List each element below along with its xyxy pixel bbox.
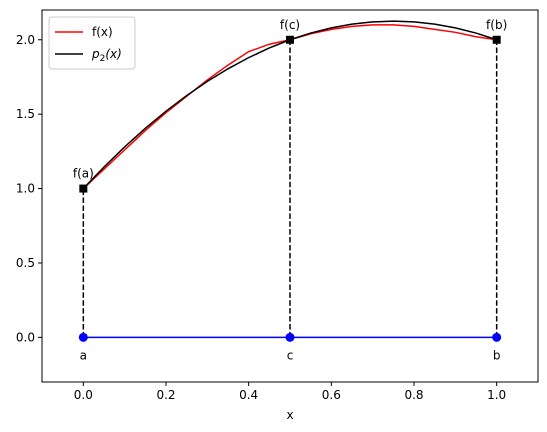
x-tick-label-4: 0.8 — [404, 388, 423, 402]
base-marker-b — [492, 332, 502, 342]
legend-label-fx: f(x) — [92, 25, 113, 39]
legend: f(x) p2(x) — [48, 16, 136, 70]
node-marker-c — [286, 35, 294, 44]
node-label-b: f(b) — [486, 18, 507, 32]
x-tick-label-1: 0.2 — [156, 388, 175, 402]
node-label-c: f(c) — [280, 18, 300, 32]
legend-box — [48, 16, 136, 70]
y-tick-label-1: 0.5 — [16, 256, 35, 270]
axes-frame — [41, 9, 539, 383]
legend-label-p2-rest: (x) — [105, 47, 121, 61]
x-tick-label-5: 1.0 — [487, 388, 506, 402]
base-label-a: a — [80, 348, 87, 362]
node-label-a: f(a) — [73, 167, 94, 181]
y-tick-label-3: 1.5 — [16, 107, 35, 121]
node-marker-b — [492, 35, 501, 44]
y-tick-label-4: 2.0 — [16, 33, 35, 47]
base-label-b: b — [493, 348, 501, 362]
y-tick-label-0: 0.0 — [16, 330, 35, 344]
y-tick-label-2: 1.0 — [16, 182, 35, 196]
x-tick-label-2: 0.4 — [239, 388, 258, 402]
node-marker-a — [79, 184, 88, 193]
base-label-c: c — [287, 348, 294, 362]
x-tick-label-3: 0.6 — [322, 388, 341, 402]
ticks: 0.0 0.2 0.4 0.6 0.8 1.0 0.0 0.5 1.0 1.5 2.0 — [16, 33, 506, 402]
legend-label-p2-sub: 2 — [100, 54, 106, 64]
legend-label-p2: p2(x) — [91, 47, 122, 64]
base-marker-a — [78, 332, 88, 342]
x-tick-label-0: 0.0 — [74, 388, 93, 402]
x-axis-label: x — [286, 408, 293, 422]
legend-label-p2-main: p — [91, 47, 100, 61]
base-marker-c — [285, 332, 295, 342]
plot-area: f(a) a f(c) c f(b) b — [73, 18, 507, 363]
